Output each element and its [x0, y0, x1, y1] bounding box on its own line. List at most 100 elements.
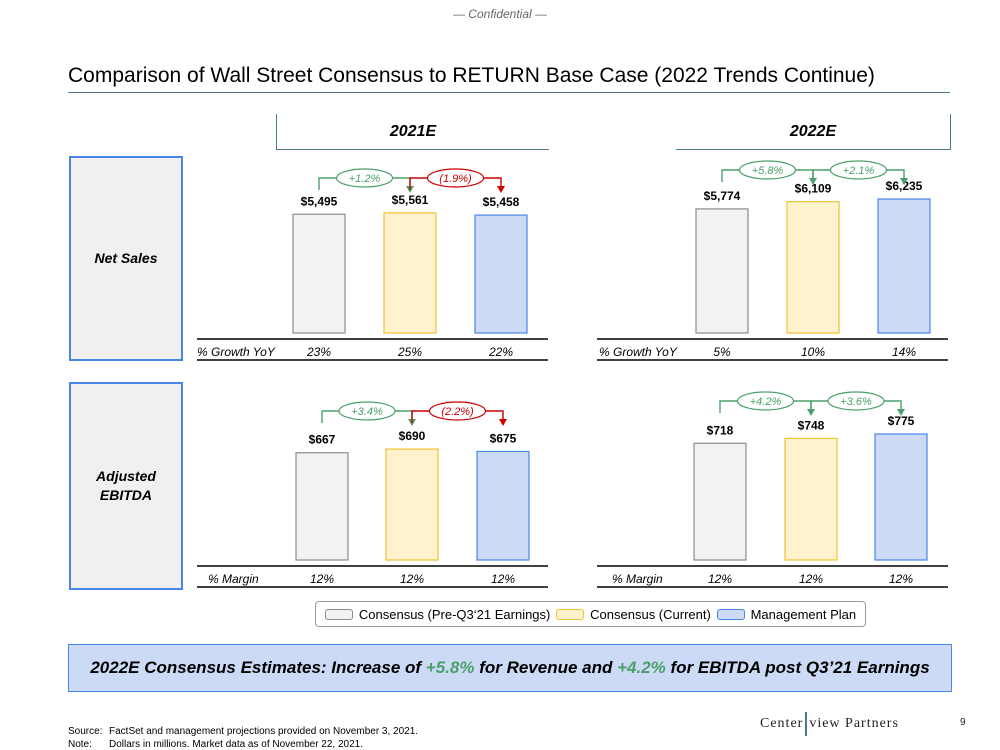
- row-label-net-sales: Net Sales: [69, 156, 183, 361]
- change-bracket-right-3-0: [793, 400, 812, 409]
- bar-label-0-1: $5,561: [392, 193, 429, 207]
- change-bracket-left-0-1: [409, 177, 428, 190]
- chart-legend: Consensus (Pre-Q3‘21 Earnings) Consensus…: [315, 601, 866, 627]
- row-value-3-2: 12%: [889, 572, 913, 586]
- change-bracket-left-3-1: [810, 400, 828, 413]
- change-bracket-left-2-0: [321, 410, 339, 423]
- source-label: Source:: [68, 726, 103, 737]
- brand-logo-divider: [805, 712, 808, 736]
- bar-3-1: [784, 437, 838, 561]
- legend-item-consensus-current: Consensus (Current): [556, 607, 711, 622]
- change-arrow-0-1: [497, 186, 505, 193]
- row-value-1-1: 10%: [801, 345, 825, 359]
- callout-revenue-pct: +5.8%: [425, 658, 475, 677]
- bar-label-0-0: $5,495: [301, 194, 338, 208]
- row-label-adjusted-ebitda: Adjusted EBITDA: [69, 382, 183, 590]
- row-label-ebitda-line1: Adjusted: [96, 468, 156, 484]
- legend-swatch-consensus-pre: [324, 608, 353, 620]
- legend-item-management-plan: Management Plan: [716, 606, 857, 622]
- row-value-0-0: 23%: [306, 345, 331, 359]
- footer-notes: Source: FactSet and management projection…: [68, 725, 418, 750]
- bar-label-1-2: $6,235: [886, 179, 923, 193]
- row-label-ebitda-line2: EBITDA: [99, 487, 153, 503]
- bar-label-2-0: $667: [309, 433, 336, 447]
- bar-3-2: [874, 433, 928, 561]
- legend-swatch-consensus-current: [556, 608, 585, 620]
- bar-2-2: [476, 450, 530, 561]
- row-value-3-1: 12%: [799, 572, 823, 586]
- change-bracket-right-0-1: [483, 177, 502, 186]
- change-badge-3-0: [736, 391, 795, 411]
- brand-logo-right: view Partners: [809, 716, 899, 731]
- change-badge-3-1: [827, 391, 885, 411]
- callout-middle: for Revenue and: [474, 658, 618, 677]
- change-label-3-0: +4.2%: [750, 396, 782, 408]
- bar-3-0: [693, 442, 747, 561]
- callout-suffix: for EBITDA post Q3’21 Earnings: [665, 658, 930, 677]
- bar-label-2-2: $675: [490, 431, 517, 445]
- legend-swatch-management-plan: [716, 608, 745, 620]
- legend-label-consensus-pre: Consensus (Pre-Q3‘21 Earnings): [358, 606, 551, 622]
- bar-label-2-1: $690: [399, 429, 426, 443]
- row-value-2-0: 12%: [310, 572, 334, 586]
- change-label-1-0: +5.8%: [752, 165, 784, 177]
- change-bracket-right-1-0: [795, 169, 814, 178]
- bar-label-1-1: $6,109: [795, 182, 832, 196]
- change-bracket-right-3-1: [884, 400, 902, 409]
- change-badge-2-1: [428, 401, 487, 421]
- change-label-2-1: (2.2%): [441, 406, 474, 418]
- note-text: Dollars in millions. Market data as of N…: [109, 739, 364, 750]
- page-number: 9: [960, 717, 966, 728]
- page-title: Comparison of Wall Street Consensus to R…: [68, 64, 875, 87]
- bar-label-3-0: $718: [707, 423, 734, 437]
- brand-logo: Center view Partners: [760, 712, 899, 736]
- column-header-2021e: 2021E: [276, 114, 549, 150]
- change-label-3-1: +3.6%: [840, 396, 872, 408]
- legend-label-management-plan: Management Plan: [750, 606, 857, 622]
- row-value-2-2: 12%: [491, 572, 515, 586]
- change-bracket-right-0-0: [392, 177, 411, 186]
- bar-1-1: [786, 201, 840, 334]
- change-bracket-left-1-0: [721, 169, 740, 182]
- bar-label-0-2: $5,458: [483, 195, 520, 209]
- change-label-0-1: (1.9%): [439, 173, 472, 185]
- change-badge-1-1: [829, 160, 888, 180]
- legend-label-consensus-current: Consensus (Current): [590, 606, 711, 622]
- panel-0-row-label: % Growth YoY: [197, 345, 276, 359]
- row-label-net-sales-text: Net Sales: [94, 250, 158, 266]
- change-badge-0-0: [335, 168, 394, 188]
- change-label-2-0: +3.4%: [351, 406, 383, 418]
- change-bracket-left-0-0: [318, 177, 337, 190]
- row-value-3-0: 12%: [708, 572, 732, 586]
- column-header-2022e: 2022E: [676, 114, 951, 150]
- change-label-0-0: +1.2%: [349, 173, 381, 185]
- bar-1-2: [877, 198, 931, 334]
- brand-logo-left: Center: [760, 716, 804, 731]
- title-divider: [68, 92, 950, 93]
- callout-ebitda-pct: +4.2%: [617, 658, 666, 677]
- panel-1-row-label: % Growth YoY: [599, 345, 678, 359]
- row-value-1-0: 5%: [713, 345, 731, 359]
- change-badge-2-0: [338, 401, 396, 421]
- bar-0-1: [383, 212, 437, 334]
- bar-label-1-0: $5,774: [704, 189, 741, 203]
- bar-label-3-1: $748: [798, 418, 825, 432]
- change-bracket-right-2-1: [485, 410, 504, 419]
- change-bracket-right-2-0: [395, 410, 413, 419]
- summary-callout: 2022E Consensus Estimates: Increase of +…: [68, 644, 952, 692]
- source-text: FactSet and management projections provi…: [109, 726, 419, 737]
- change-bracket-right-1-1: [886, 169, 905, 178]
- bar-0-2: [474, 214, 528, 334]
- row-value-0-1: 25%: [397, 345, 422, 359]
- panel-2-row-label: % Margin: [208, 572, 259, 586]
- row-value-1-2: 14%: [892, 345, 916, 359]
- change-bracket-left-3-0: [719, 400, 738, 413]
- change-badge-1-0: [738, 160, 797, 180]
- bar-0-0: [292, 213, 346, 334]
- bar-label-3-2: $775: [888, 414, 915, 428]
- row-value-0-2: 22%: [488, 345, 513, 359]
- bar-1-0: [695, 208, 749, 334]
- change-bracket-left-2-1: [411, 410, 430, 423]
- panel-3-row-label: % Margin: [612, 572, 663, 586]
